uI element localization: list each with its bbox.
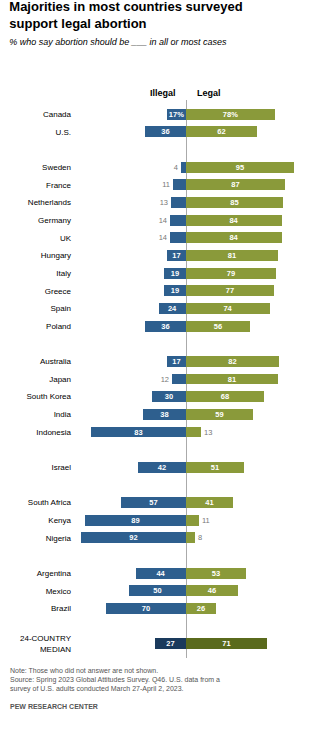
svg-text:Spain: Spain <box>51 304 71 313</box>
svg-text:Japan: Japan <box>49 375 71 384</box>
svg-text:Hungary: Hungary <box>41 251 71 260</box>
svg-text:Poland: Poland <box>46 322 71 331</box>
svg-text:77: 77 <box>226 286 234 295</box>
svg-text:44: 44 <box>156 569 165 578</box>
svg-text:36: 36 <box>161 322 169 331</box>
svg-text:19: 19 <box>171 269 179 278</box>
svg-text:30: 30 <box>165 392 173 401</box>
svg-text:Australia: Australia <box>40 357 72 366</box>
svg-text:Illegal: Illegal <box>150 88 176 98</box>
svg-text:South Africa: South Africa <box>28 498 72 507</box>
svg-text:Mexico: Mexico <box>46 587 72 596</box>
svg-text:79: 79 <box>227 269 235 278</box>
svg-text:13: 13 <box>204 428 212 437</box>
svg-text:51: 51 <box>211 463 219 472</box>
svg-text:U.S.: U.S. <box>55 128 71 137</box>
svg-text:14: 14 <box>159 233 167 242</box>
svg-text:70: 70 <box>142 604 150 613</box>
svg-text:92: 92 <box>129 533 137 542</box>
svg-text:14: 14 <box>159 216 167 225</box>
svg-text:71: 71 <box>222 639 230 648</box>
svg-text:82: 82 <box>228 357 236 366</box>
svg-text:Canada: Canada <box>43 110 72 119</box>
svg-text:62: 62 <box>217 127 225 136</box>
svg-text:Greece: Greece <box>45 287 72 296</box>
svg-text:South Korea: South Korea <box>27 392 72 401</box>
svg-text:Majorities in most countries s: Majorities in most countries surveyedsup… <box>9 0 242 47</box>
svg-text:India: India <box>54 410 72 419</box>
svg-text:Nigeria: Nigeria <box>46 534 72 543</box>
svg-text:78%: 78% <box>223 110 238 119</box>
svg-text:Netherlands: Netherlands <box>28 198 71 207</box>
svg-text:France: France <box>46 181 71 190</box>
svg-text:12: 12 <box>161 375 169 384</box>
svg-text:56: 56 <box>214 322 222 331</box>
svg-text:17: 17 <box>172 251 180 260</box>
svg-text:11: 11 <box>202 516 210 525</box>
svg-text:Italy: Italy <box>56 269 71 278</box>
svg-text:50: 50 <box>153 586 161 595</box>
svg-text:26: 26 <box>197 604 205 613</box>
svg-text:38: 38 <box>160 410 168 419</box>
svg-text:85: 85 <box>230 198 238 207</box>
svg-text:81: 81 <box>228 375 236 384</box>
svg-text:17%: 17% <box>169 110 184 119</box>
svg-text:Note: Those who did not answer: Note: Those who did not answer are not s… <box>10 667 220 710</box>
svg-text:8: 8 <box>198 533 202 542</box>
svg-text:19: 19 <box>171 286 179 295</box>
svg-text:Indonesia: Indonesia <box>36 428 71 437</box>
svg-text:Brazil: Brazil <box>51 604 71 613</box>
svg-text:95: 95 <box>236 163 244 172</box>
svg-text:Germany: Germany <box>38 216 71 225</box>
svg-text:11: 11 <box>162 180 170 189</box>
svg-text:83: 83 <box>134 428 142 437</box>
svg-text:Kenya: Kenya <box>48 516 71 525</box>
svg-text:84: 84 <box>229 216 238 225</box>
svg-text:89: 89 <box>131 516 139 525</box>
svg-text:68: 68 <box>221 392 229 401</box>
svg-text:46: 46 <box>208 586 216 595</box>
svg-text:53: 53 <box>212 569 220 578</box>
svg-text:Argentina: Argentina <box>37 569 72 578</box>
svg-text:Legal: Legal <box>197 88 221 98</box>
svg-text:59: 59 <box>215 410 223 419</box>
svg-text:36: 36 <box>161 127 169 136</box>
svg-text:84: 84 <box>229 233 238 242</box>
svg-text:57: 57 <box>149 498 157 507</box>
svg-text:74: 74 <box>223 304 232 313</box>
svg-text:87: 87 <box>231 180 239 189</box>
svg-text:17: 17 <box>172 357 180 366</box>
svg-text:13: 13 <box>160 198 168 207</box>
svg-text:UK: UK <box>60 234 72 243</box>
svg-text:Sweden: Sweden <box>42 163 71 172</box>
svg-text:4: 4 <box>174 163 178 172</box>
svg-text:Israel: Israel <box>51 463 71 472</box>
svg-text:24: 24 <box>168 304 177 313</box>
svg-text:41: 41 <box>205 498 213 507</box>
svg-text:42: 42 <box>158 463 166 472</box>
svg-text:24-COUNTRYMEDIAN: 24-COUNTRYMEDIAN <box>20 634 72 653</box>
svg-text:27: 27 <box>166 639 174 648</box>
svg-text:81: 81 <box>228 251 236 260</box>
